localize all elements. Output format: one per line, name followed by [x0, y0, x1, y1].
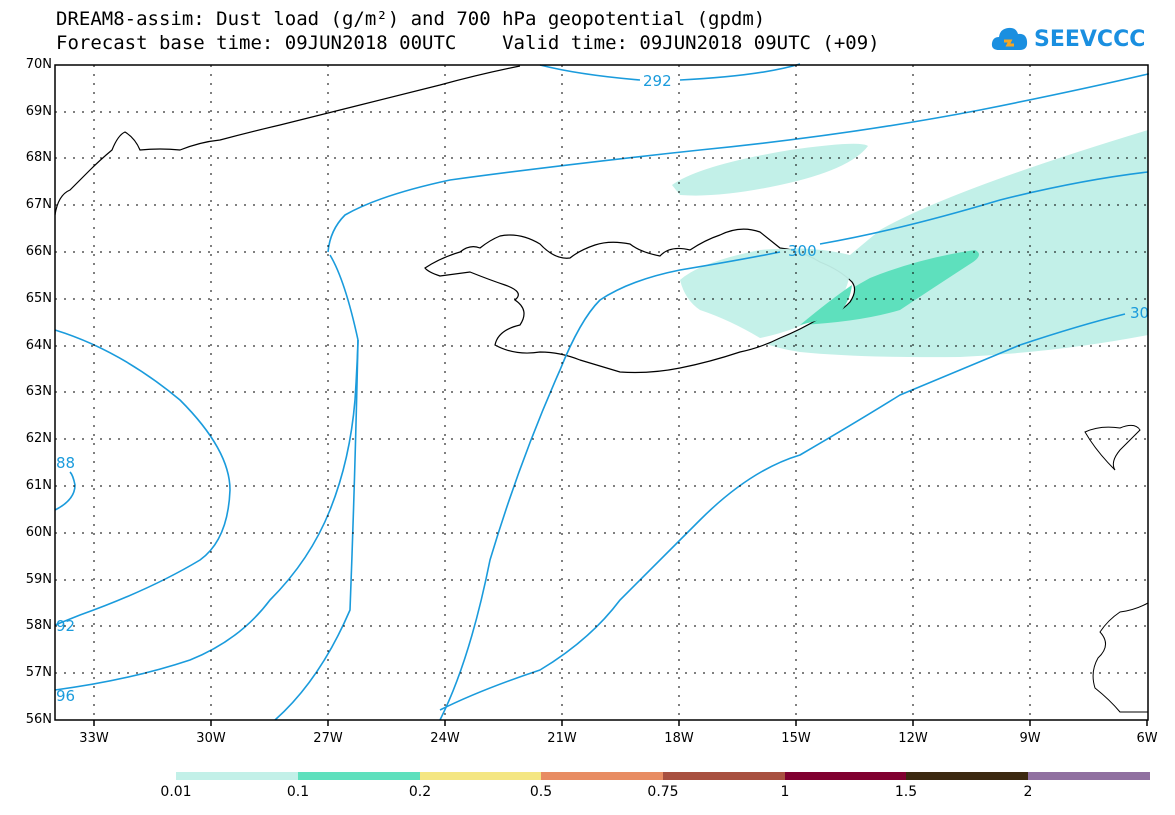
lat-label: 63N: [25, 384, 52, 399]
lat-label: 61N: [25, 478, 52, 493]
lon-label: 33W: [79, 731, 109, 746]
lon-label: 12W: [898, 731, 928, 746]
lon-label: 30W: [196, 731, 226, 746]
colorbar-label: 0.5: [529, 784, 553, 800]
lon-label: 27W: [313, 731, 343, 746]
contour-label-30: 30: [1130, 304, 1149, 322]
colorbar-swatch: [1028, 772, 1150, 780]
lat-label: 66N: [25, 244, 52, 259]
colorbar-swatch: [663, 772, 785, 780]
colorbar-swatch: [420, 772, 541, 780]
lon-label: 21W: [547, 731, 577, 746]
map-subtitle: Forecast base time: 09JUN2018 00UTC Vali…: [56, 32, 880, 54]
colorbar-label: 0.2: [408, 784, 432, 800]
contour-label-292: 292: [643, 72, 672, 90]
faroe-islands: [1084, 424, 1141, 471]
colorbar-label: 0.01: [160, 784, 192, 800]
colorbar-swatch: [176, 772, 298, 780]
map-frame: [54, 64, 1149, 721]
lat-label: 64N: [25, 338, 52, 353]
colorbar-swatch: [298, 772, 420, 780]
contour-label-96: 96: [56, 687, 75, 705]
geopotential-contours: [54, 63, 1149, 721]
greenland-coastline: [54, 65, 521, 216]
colorbar-swatch: [541, 772, 663, 780]
lat-label: 70N: [25, 57, 52, 72]
logo-text: SEEVCCC: [1034, 26, 1146, 52]
colorbar-swatch: [906, 772, 1028, 780]
lat-label: 57N: [25, 665, 52, 680]
colorbar-label: 0.1: [286, 784, 310, 800]
scotland-coastline: [1092, 602, 1149, 713]
lon-label: 18W: [664, 731, 694, 746]
cloud-icon: [991, 27, 1028, 50]
seevccc-logo: SEEVCCC: [990, 22, 1145, 56]
contour-label-300: 300: [788, 242, 817, 260]
lon-label: 6W: [1136, 731, 1158, 746]
lat-label: 65N: [25, 291, 52, 306]
map-ticks: [93, 720, 1148, 726]
lat-label: 69N: [25, 104, 52, 119]
lat-label: 60N: [25, 525, 52, 540]
colorbar-label: 0.75: [647, 784, 679, 800]
lon-label: 9W: [1019, 731, 1041, 746]
lat-label: 62N: [25, 431, 52, 446]
lat-label: 58N: [25, 618, 52, 633]
colorbar-swatch: [785, 772, 906, 780]
lat-label: 59N: [25, 572, 52, 587]
map-title: DREAM8-assim: Dust load (g/m²) and 700 h…: [56, 8, 766, 30]
lon-label: 24W: [430, 731, 460, 746]
lat-label: 68N: [25, 150, 52, 165]
lon-label: 15W: [781, 731, 811, 746]
lat-label: 56N: [25, 712, 52, 727]
colorbar-label: 1: [780, 784, 790, 800]
contour-label-88: 88: [56, 454, 75, 472]
colorbar-label: 1.5: [894, 784, 918, 800]
lat-label: 67N: [25, 197, 52, 212]
colorbar-label: 2: [1023, 784, 1033, 800]
map-gridlines: [55, 65, 1148, 720]
